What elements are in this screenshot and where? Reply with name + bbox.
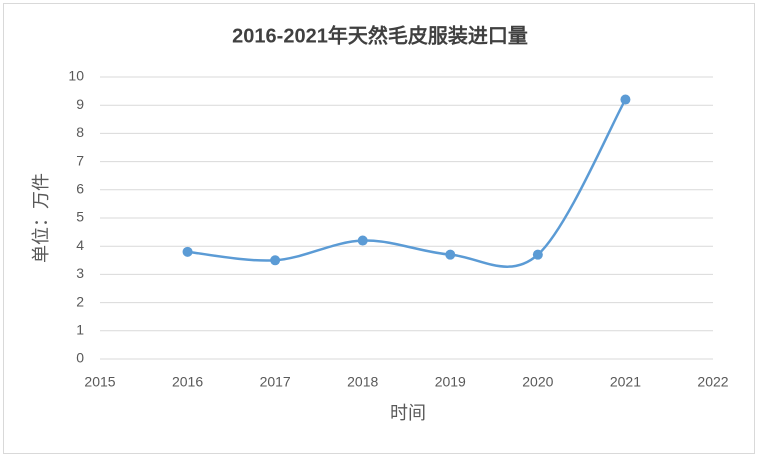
- y-tick-label: 8: [76, 124, 84, 140]
- y-tick-label: 3: [76, 265, 84, 281]
- data-point: [532, 249, 543, 260]
- data-point: [182, 246, 193, 257]
- y-tick-label: 5: [76, 209, 84, 225]
- x-tick-label: 2020: [522, 374, 553, 390]
- x-tick-label: 2022: [697, 374, 728, 390]
- y-tick-label: 7: [76, 152, 84, 168]
- y-tick-label: 1: [76, 322, 84, 338]
- data-point: [270, 255, 281, 266]
- x-tick-label: 2019: [435, 374, 466, 390]
- x-tick-label: 2016: [172, 374, 203, 390]
- y-tick-label: 0: [76, 350, 84, 366]
- y-tick-label: 4: [76, 237, 84, 253]
- y-tick-label: 2: [76, 293, 84, 309]
- y-tick-label: 9: [76, 96, 84, 112]
- chart-border: [3, 3, 755, 454]
- data-point: [357, 235, 368, 246]
- y-tick-label: 6: [76, 181, 84, 197]
- y-tick-label: 10: [68, 68, 84, 84]
- x-axis-label: 时间: [390, 403, 426, 423]
- y-axis-label: 单位：万件: [31, 173, 51, 263]
- x-tick-label: 2017: [260, 374, 291, 390]
- x-tick-label: 2018: [347, 374, 378, 390]
- x-tick-label: 2021: [610, 374, 641, 390]
- x-tick-label: 2015: [84, 374, 115, 390]
- data-point: [445, 249, 456, 260]
- chart-title: 2016-2021年天然毛皮服装进口量: [232, 23, 528, 47]
- data-point: [620, 94, 631, 105]
